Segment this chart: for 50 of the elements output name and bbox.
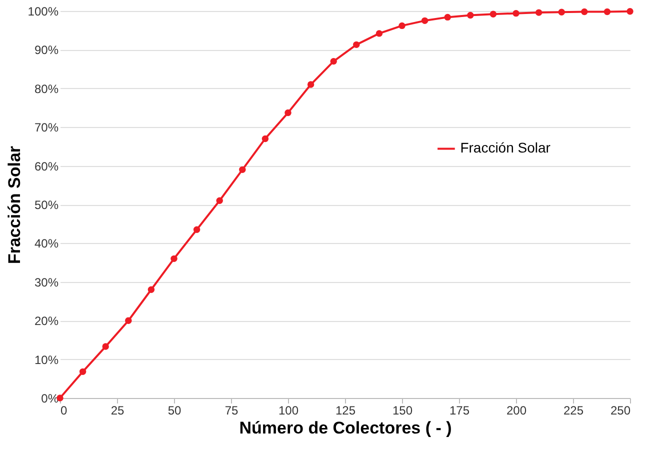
x-tick-label: 0 [60, 404, 68, 418]
y-tick-label: 60% [34, 159, 59, 174]
point [262, 135, 269, 142]
y-tick-label: 20% [34, 314, 59, 328]
point [581, 8, 588, 16]
x-tick-label: 75 [224, 404, 238, 418]
y-axis-title: Fracción Solar [4, 146, 24, 264]
x-tick-label: 225 [563, 404, 584, 418]
point [284, 109, 292, 116]
point [535, 9, 542, 16]
point [626, 8, 634, 15]
point [467, 12, 474, 19]
y-tick-label: 10% [34, 352, 59, 367]
point [558, 8, 565, 16]
y-tick-label: 100% [28, 4, 59, 18]
x-tick-label: 25 [110, 404, 124, 418]
point [490, 10, 497, 18]
point [239, 166, 246, 174]
y-tick-label: 80% [34, 82, 59, 96]
point [444, 14, 451, 21]
x-axis-title: Número de Colectores ( - ) [239, 418, 452, 438]
point [170, 255, 178, 262]
y-tick-label: 30% [34, 275, 59, 290]
point [102, 343, 109, 350]
point [148, 286, 155, 293]
legend-label: Fracción Solar [460, 140, 551, 156]
y-tick-label: 0% [41, 392, 59, 406]
point [330, 58, 337, 65]
x-tick-label: 175 [449, 404, 470, 418]
y-tick-label: 50% [34, 198, 59, 212]
x-tick-label: 250 [610, 404, 631, 418]
x-tick-label: 200 [506, 404, 527, 418]
y-tick-label: 90% [34, 43, 59, 58]
y-tick-label: 70% [34, 120, 59, 135]
point [604, 8, 611, 16]
x-tick-label: 50 [168, 404, 182, 418]
y-tick-label: 40% [34, 236, 59, 251]
point [125, 317, 132, 324]
point [353, 41, 360, 48]
x-tick-label: 125 [335, 404, 356, 418]
point [193, 226, 200, 233]
point [216, 197, 223, 204]
point [307, 81, 314, 88]
x-tick-label: 150 [392, 404, 413, 418]
point [512, 10, 520, 17]
point [79, 368, 86, 376]
point [376, 30, 383, 37]
point [421, 17, 428, 24]
x-tick-label: 100 [278, 404, 299, 418]
point [398, 22, 406, 30]
